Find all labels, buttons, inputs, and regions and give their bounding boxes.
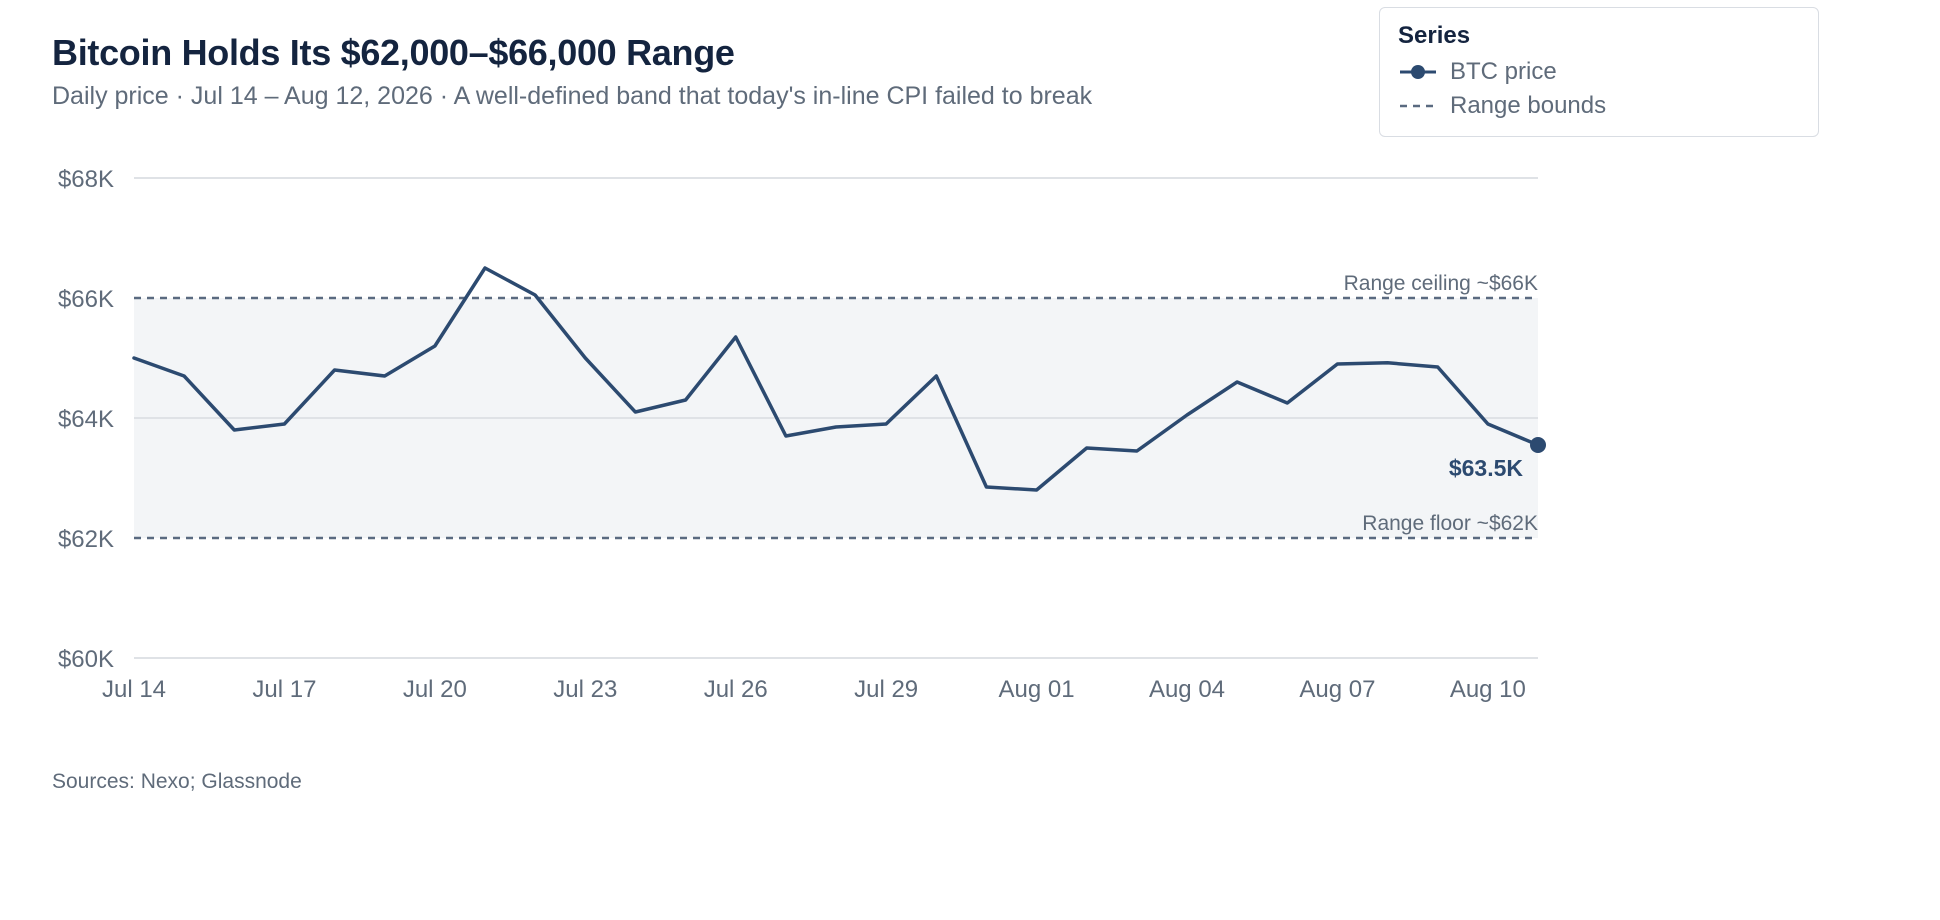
- last-point-marker: [1530, 437, 1546, 453]
- x-tick-label: Jul 20: [403, 676, 467, 703]
- range-bound-lines: [134, 296, 1538, 540]
- annotations: Range ceiling ~$66K Range floor ~$62K $63.…: [1344, 272, 1538, 535]
- legend-label-range-bounds: Range bounds: [1450, 92, 1607, 119]
- x-tick-label: Jul 26: [704, 676, 768, 703]
- x-tick-label: Jul 17: [252, 676, 316, 703]
- y-tick-label: $66K: [58, 286, 114, 313]
- legend: Series BTC price Range bounds: [1379, 7, 1819, 137]
- legend-item-btc-price: BTC price: [1398, 58, 1557, 86]
- grid-lines: [134, 177, 1538, 659]
- legend-label-btc-price: BTC price: [1450, 58, 1557, 85]
- ceiling-label: Range ceiling ~$66K: [1344, 272, 1538, 295]
- y-tick-label: $62K: [58, 526, 114, 553]
- x-tick-label: Jul 29: [854, 676, 918, 703]
- x-tick-label: Jul 14: [102, 676, 166, 703]
- y-axis: $60K $62K $64K $66K $68K: [58, 166, 114, 673]
- y-tick-label: $64K: [58, 406, 114, 433]
- dashed-line-icon: [1400, 104, 1436, 108]
- x-axis: Jul 14 Jul 17 Jul 20 Jul 23 Jul 26 Jul 29 Aug …: [102, 676, 1526, 703]
- y-tick-label: $60K: [58, 646, 114, 673]
- series-line-btc-price: [132, 266, 1540, 492]
- legend-item-range-bounds: Range bounds: [1398, 92, 1606, 120]
- y-tick-label: $68K: [58, 166, 114, 193]
- x-tick-label: Jul 23: [553, 676, 617, 703]
- x-tick-label: Aug 04: [1149, 676, 1225, 703]
- floor-label: Range floor ~$62K: [1362, 512, 1538, 535]
- chart-subtitle: Daily price · Jul 14 – Aug 12, 2026 · A …: [52, 82, 1093, 110]
- line-dot-icon: [1400, 65, 1436, 79]
- x-tick-label: Aug 07: [1299, 676, 1375, 703]
- source-note: Sources: Nexo; Glassnode: [52, 770, 302, 793]
- legend-title: Series: [1398, 22, 1471, 49]
- last-value-label: $63.5K: [1449, 455, 1524, 481]
- x-tick-label: Aug 10: [1450, 676, 1526, 703]
- x-tick-label: Aug 01: [999, 676, 1075, 703]
- chart-title: Bitcoin Holds Its $62,000–$66,000 Range: [52, 32, 735, 73]
- series-layer: [132, 266, 1546, 492]
